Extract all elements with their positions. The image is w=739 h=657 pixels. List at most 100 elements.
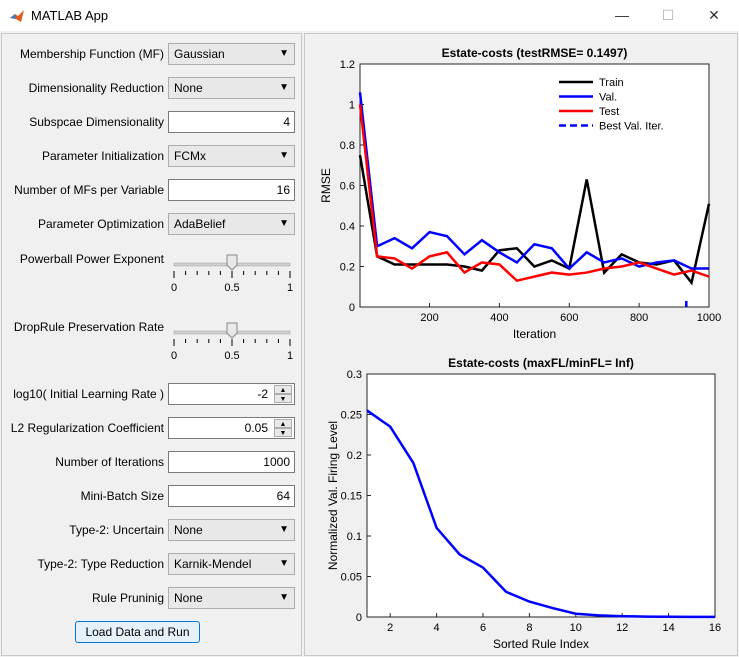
chevron-down-icon: ▼ — [279, 150, 289, 161]
l2-spinner[interactable]: 0.05 ▲ ▼ — [168, 417, 295, 439]
spinner-up-icon[interactable]: ▲ — [274, 385, 292, 394]
y-axis-label: Normalized Val. Firing Level — [326, 421, 340, 570]
x-tick-label: 200 — [420, 312, 438, 324]
x-tick-label: 16 — [709, 622, 721, 634]
tick-label: 1 — [287, 282, 293, 294]
spinner-up-icon[interactable]: ▲ — [274, 419, 292, 428]
batch-size-field[interactable]: 64 — [168, 485, 295, 507]
powerball-slider[interactable]: 0 0.5 1 — [168, 250, 298, 296]
plot-area — [366, 373, 716, 618]
title-bar: MATLAB App — ☐ ✕ — [0, 0, 739, 31]
x-tick-label: 10 — [570, 622, 582, 634]
x-tick-label: 14 — [662, 622, 674, 634]
rmse-chart: Estate-costs (testRMSE= 0.1497) 200 400 600… — [319, 46, 721, 341]
param-opt-label: Parameter Optimization — [37, 217, 164, 231]
learning-rate-spinner[interactable]: -2 ▲ ▼ — [168, 383, 295, 405]
chevron-down-icon: ▼ — [279, 592, 289, 603]
firing-level-chart: Estate-costs (maxFL/minFL= Inf) 2 4 6 8 10 12 1… — [326, 356, 721, 651]
chevron-down-icon: ▼ — [279, 558, 289, 569]
droprule-slider[interactable]: 0 0.5 1 — [168, 318, 298, 364]
slider-ticks — [173, 339, 291, 346]
iterations-label: Number of Iterations — [55, 455, 164, 469]
y-tick-label: 0.1 — [347, 531, 362, 543]
load-data-and-run-button[interactable]: Load Data and Run — [75, 621, 200, 643]
x-tick-label: 2 — [387, 622, 393, 634]
dimred-value: None — [174, 81, 203, 95]
mf-dropdown[interactable]: Gaussian ▼ — [168, 43, 295, 65]
type2-uncertain-label: Type-2: Uncertain — [69, 523, 164, 537]
series-line-main — [366, 409, 716, 619]
chart-title: Estate-costs (testRMSE= 0.1497) — [442, 46, 628, 60]
x-tick-label: 800 — [630, 312, 648, 324]
y-tick-label: 0.2 — [347, 450, 362, 462]
iterations-field[interactable]: 1000 — [168, 451, 295, 473]
matlab-logo-icon — [10, 10, 24, 22]
settings-panel — [1, 33, 302, 656]
slider-thumb[interactable] — [226, 322, 238, 339]
type2-reduction-label: Type-2: Type Reduction — [37, 557, 164, 571]
dimred-label: Dimensionality Reduction — [28, 81, 164, 95]
legend-label: Train — [599, 77, 624, 89]
rule-pruning-dropdown[interactable]: None ▼ — [168, 587, 295, 609]
chevron-down-icon: ▼ — [279, 524, 289, 535]
slider-ticks — [173, 271, 291, 278]
learning-rate-value: -2 — [257, 387, 268, 401]
tick-label: 0.5 — [224, 282, 239, 294]
y-tick-label: 0.05 — [341, 572, 362, 584]
param-init-label: Parameter Initialization — [41, 149, 164, 163]
slider-thumb[interactable] — [226, 254, 238, 271]
window-title: MATLAB App — [31, 8, 109, 23]
mf-label: Membership Function (MF) — [19, 47, 164, 61]
l2-label: L2 Regularization Coefficient — [10, 421, 164, 435]
minimize-button[interactable]: — — [615, 7, 629, 23]
y-tick-label: 0.8 — [340, 140, 355, 152]
powerball-label: Powerball Power Exponent — [19, 252, 164, 266]
num-mfs-field[interactable]: 16 — [168, 179, 295, 201]
y-axis-label: RMSE — [319, 168, 333, 203]
x-tick-label: 1000 — [697, 312, 721, 324]
x-tick-label: 6 — [480, 622, 486, 634]
param-opt-dropdown[interactable]: AdaBelief ▼ — [168, 213, 295, 235]
l2-value: 0.05 — [244, 421, 268, 435]
chevron-down-icon: ▼ — [279, 82, 289, 93]
param-init-dropdown[interactable]: FCMx ▼ — [168, 145, 295, 167]
mf-value: Gaussian — [174, 47, 225, 61]
chevron-down-icon: ▼ — [279, 48, 289, 59]
y-tick-label: 0.25 — [341, 410, 362, 422]
y-tick-label: 0.2 — [340, 262, 355, 274]
tick-label: 0.5 — [224, 350, 239, 362]
chevron-down-icon: ▼ — [279, 218, 289, 229]
rule-pruning-value: None — [174, 591, 203, 605]
legend-label: Test — [599, 106, 619, 118]
tick-label: 0 — [171, 350, 177, 362]
param-opt-value: AdaBelief — [174, 217, 226, 231]
subspace-field[interactable]: 4 — [168, 111, 295, 133]
y-tick-label: 0.4 — [340, 221, 355, 233]
close-button[interactable]: ✕ — [708, 7, 720, 23]
series-line-val- — [358, 92, 709, 271]
type2-reduction-dropdown[interactable]: Karnik-Mendel ▼ — [168, 553, 295, 575]
tick-label: 1 — [287, 350, 293, 362]
y-tick-label: 0 — [356, 612, 362, 624]
spinner-down-icon[interactable]: ▼ — [274, 428, 292, 437]
param-init-value: FCMx — [174, 149, 206, 163]
type2-reduction-value: Karnik-Mendel — [174, 557, 252, 571]
droprule-label: DropRule Preservation Rate — [13, 320, 164, 334]
type2-uncertain-dropdown[interactable]: None ▼ — [168, 519, 295, 541]
tick-label: 0 — [171, 282, 177, 294]
x-axis-label: Iteration — [513, 327, 556, 341]
y-tick-label: 1 — [349, 100, 355, 112]
x-tick-label: 400 — [490, 312, 508, 324]
chart-title: Estate-costs (maxFL/minFL= Inf) — [448, 356, 634, 370]
y-tick-label: 1.2 — [340, 59, 355, 71]
y-tick-label: 0 — [349, 302, 355, 314]
spinner-down-icon[interactable]: ▼ — [274, 394, 292, 403]
learning-rate-label: log10( Initial Learning Rate ) — [13, 387, 164, 401]
dimred-dropdown[interactable]: None ▼ — [168, 77, 295, 99]
y-tick-label: 0.15 — [341, 491, 362, 503]
legend-label: Val. — [599, 92, 617, 104]
num-mfs-label: Number of MFs per Variable — [14, 183, 164, 197]
maximize-button[interactable]: ☐ — [661, 7, 675, 23]
x-tick-label: 4 — [434, 622, 440, 634]
series-line-test — [358, 104, 710, 283]
